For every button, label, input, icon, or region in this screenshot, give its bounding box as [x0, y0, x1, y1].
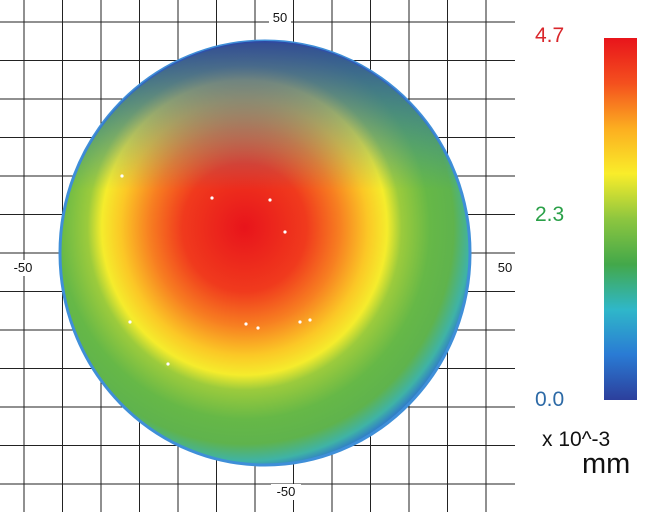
tick-label-right: 50 [498, 260, 512, 275]
colorbar-fill [604, 38, 637, 400]
tick-label-bottom-bg [271, 484, 301, 500]
tick-label-left-bg [8, 260, 38, 276]
tick-label-right-bg [494, 260, 516, 276]
dropout-speckle [256, 326, 260, 330]
dropout-speckle [128, 320, 132, 324]
surface-rim-shade [60, 41, 470, 465]
dropout-speckle [283, 230, 287, 234]
colorbar-unit-label: mm [582, 448, 631, 480]
tick-label-top-bg [269, 10, 291, 26]
colorbar-max-label: 4.7 [535, 24, 565, 47]
surface-map [58, 39, 472, 467]
colorbar-min-label: 0.0 [535, 388, 565, 411]
dropout-speckle [210, 196, 214, 200]
dropout-speckle [244, 322, 248, 326]
colorbar-scale-label: x 10^-3 [542, 428, 611, 451]
axis-ticks: 50 -50 -50 50 [8, 10, 516, 500]
dropout-speckle [268, 198, 272, 202]
dropout-speckle [308, 318, 312, 322]
dropout-speckle [298, 320, 302, 324]
tick-label-bottom: -50 [277, 484, 296, 499]
dropout-speckle [120, 174, 124, 178]
dropout-speckle [166, 362, 170, 366]
colorbar [604, 38, 637, 400]
tick-label-top: 50 [273, 10, 287, 25]
tick-label-left: -50 [14, 260, 33, 275]
colorbar-mid-label: 2.3 [535, 203, 565, 226]
